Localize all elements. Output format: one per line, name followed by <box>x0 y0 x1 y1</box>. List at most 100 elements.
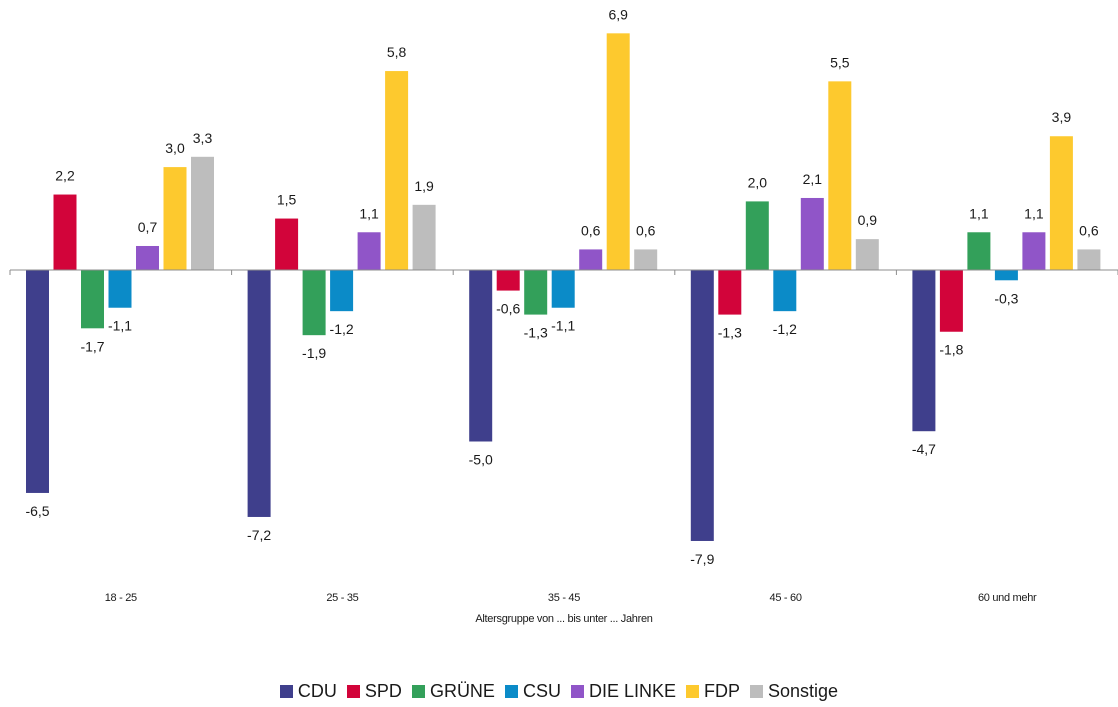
data-label-die-linke-2: 1,1 <box>359 205 379 221</box>
data-label-fdp-5: 3,9 <box>1052 109 1072 125</box>
bar-spd-2 <box>275 218 299 270</box>
bar-die-linke-2 <box>357 232 381 270</box>
data-label-spd-5: -1,8 <box>939 342 963 358</box>
data-label-fdp-3: 6,9 <box>608 6 628 22</box>
legend-label: CDU <box>297 681 337 701</box>
bar-sonstige-3 <box>634 249 658 270</box>
bar-fdp-3 <box>606 33 630 270</box>
data-label-gr-ne-2: -1,9 <box>302 345 326 361</box>
legend-item-fdp: FDP <box>686 681 740 702</box>
data-label-gr-ne-4: 2,0 <box>748 174 768 190</box>
data-label-fdp-4: 5,5 <box>830 54 850 70</box>
x-tick-label-3: 35 - 45 <box>548 592 580 604</box>
data-label-csu-3: -1,1 <box>551 318 575 334</box>
legend-swatch <box>570 685 584 698</box>
bar-gr-ne-4 <box>745 201 769 270</box>
bar-die-linke-5 <box>1022 232 1046 270</box>
bars-layer <box>26 33 1101 541</box>
legend-label: SPD <box>364 681 402 701</box>
legend-swatch <box>686 685 699 698</box>
data-label-die-linke-4: 2,1 <box>803 171 823 187</box>
bar-cdu-3 <box>469 270 493 442</box>
x-axis-title: Altersgruppe von ... bis unter ... Jahre… <box>475 613 652 625</box>
legend-label: FDP <box>704 681 740 701</box>
legend-swatch <box>346 685 360 698</box>
bar-cdu-4 <box>690 270 714 541</box>
bar-die-linke-1 <box>136 245 159 270</box>
bar-die-linke-3 <box>579 249 603 270</box>
data-label-spd-1: 2,2 <box>55 168 75 184</box>
data-label-cdu-2: -7,2 <box>247 527 271 543</box>
legend: CDU SPD GRÜNE CSU DIE LINKE FDP Sonstige <box>0 681 1118 702</box>
bar-fdp-1 <box>163 167 187 270</box>
legend-label: DIE LINKE <box>588 681 676 701</box>
legend-item-sonstige: Sonstige <box>750 681 838 702</box>
x-tick-label-5: 60 und mehr <box>978 592 1037 604</box>
bar-gr-ne-3 <box>524 270 548 315</box>
data-label-sonstige-4: 0,9 <box>858 212 878 228</box>
data-label-fdp-1: 3,0 <box>165 140 185 156</box>
legend-item-csu: CSU <box>504 681 561 702</box>
data-label-cdu-1: -6,5 <box>25 503 49 519</box>
data-label-spd-2: 1,5 <box>277 192 297 208</box>
data-label-cdu-5: -4,7 <box>912 441 936 457</box>
data-label-die-linke-3: 0,6 <box>581 222 601 238</box>
data-label-fdp-2: 5,8 <box>387 44 407 60</box>
legend-label: GRÜNE <box>429 681 495 701</box>
data-label-die-linke-5: 1,1 <box>1024 205 1044 221</box>
x-tick-label-2: 25 - 35 <box>326 592 358 604</box>
bar-csu-4 <box>773 270 797 312</box>
legend-label: CSU <box>522 681 561 701</box>
x-tick-label-4: 45 - 60 <box>770 592 802 604</box>
bar-csu-5 <box>994 270 1018 281</box>
bar-chart: -6,52,2-1,7-1,10,73,03,3-7,21,5-1,9-1,21… <box>9 6 1118 625</box>
data-label-sonstige-5: 0,6 <box>1079 222 1099 238</box>
bar-spd-4 <box>718 270 742 315</box>
data-label-gr-ne-5: 1,1 <box>969 205 989 221</box>
bar-die-linke-4 <box>800 197 824 270</box>
bar-spd-5 <box>939 270 963 332</box>
bar-cdu-5 <box>912 270 936 432</box>
data-label-csu-2: -1,2 <box>330 321 354 337</box>
data-label-spd-3: -0,6 <box>496 301 520 317</box>
legend-label: Sonstige <box>768 681 839 701</box>
bar-gr-ne-2 <box>302 270 326 336</box>
legend-swatch <box>279 685 293 698</box>
data-label-csu-1: -1,1 <box>108 318 132 334</box>
data-label-cdu-4: -7,9 <box>690 551 714 567</box>
legend-item-spd: SPD <box>346 681 402 702</box>
bar-gr-ne-5 <box>967 232 991 270</box>
x-tick-label-1: 18 - 25 <box>105 592 137 604</box>
bar-fdp-2 <box>385 71 409 270</box>
data-label-sonstige-2: 1,9 <box>414 178 434 194</box>
legend-swatch <box>504 685 518 698</box>
bar-csu-2 <box>330 270 354 312</box>
category-separators <box>9 270 1118 275</box>
data-label-csu-4: -1,2 <box>773 321 797 337</box>
bar-sonstige-2 <box>412 204 436 270</box>
bar-fdp-5 <box>1049 136 1073 270</box>
bar-fdp-4 <box>828 81 852 270</box>
legend-swatch <box>750 685 763 698</box>
data-label-spd-4: -1,3 <box>718 325 742 341</box>
data-label-gr-ne-3: -1,3 <box>524 325 548 341</box>
bar-sonstige-4 <box>855 239 879 270</box>
x-tick-labels: 18 - 25 25 - 35 35 - 45 45 - 60 60 und mehr <box>105 592 1038 604</box>
bar-spd-3 <box>496 270 520 291</box>
bar-cdu-2 <box>247 270 271 517</box>
bar-gr-ne-1 <box>81 270 104 329</box>
bar-spd-1 <box>53 194 77 270</box>
bar-csu-3 <box>551 270 575 308</box>
bar-sonstige-5 <box>1077 249 1101 270</box>
data-label-cdu-3: -5,0 <box>469 452 493 468</box>
legend-item-cdu: CDU <box>279 681 337 702</box>
data-label-gr-ne-1: -1,7 <box>80 338 104 354</box>
legend-swatch <box>411 685 425 698</box>
data-label-csu-5: -0,3 <box>994 290 1018 306</box>
data-label-sonstige-3: 0,6 <box>636 222 656 238</box>
legend-item-die-linke: DIE LINKE <box>570 681 676 702</box>
bar-sonstige-1 <box>191 156 214 270</box>
data-label-sonstige-1: 3,3 <box>193 130 213 146</box>
value-labels-layer: -6,52,2-1,7-1,10,73,03,3-7,21,5-1,9-1,21… <box>25 6 1098 567</box>
bar-csu-1 <box>108 270 132 308</box>
